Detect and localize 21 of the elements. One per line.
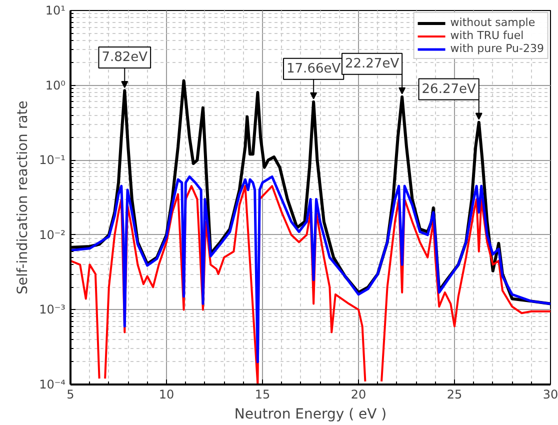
x-tick-label: 20 [350,388,366,402]
x-tick-label: 10 [158,388,174,402]
y-tick-label: 10⁻³ [39,302,66,317]
y-tick-label: 10⁻² [39,228,66,242]
y-tick-label: 10⁻¹ [39,153,66,168]
x-tick-label: 15 [254,388,270,402]
x-axis-title: Neutron Energy ( eV ) [234,406,387,422]
annotation: 17.66eV [286,61,341,76]
annotation: 7.82eV [102,50,148,66]
x-tick-label: 25 [446,388,462,402]
x-tick-label: 5 [66,388,74,402]
annotation: 26.27eV [422,82,476,97]
y-axis-title: Self-indication reaction rate [15,100,32,294]
legend-label: with TRU fuel [450,29,524,42]
legend-label: with pure Pu-239 [450,42,544,55]
legend-label: without sample [450,16,536,29]
y-tick-label: 10¹ [45,4,66,18]
x-tick-label: 30 [542,388,558,402]
y-tick-label: 10⁻⁴ [39,378,66,392]
y-tick-label: 10⁰ [45,78,66,92]
annotation: 22.27eV [344,56,400,72]
